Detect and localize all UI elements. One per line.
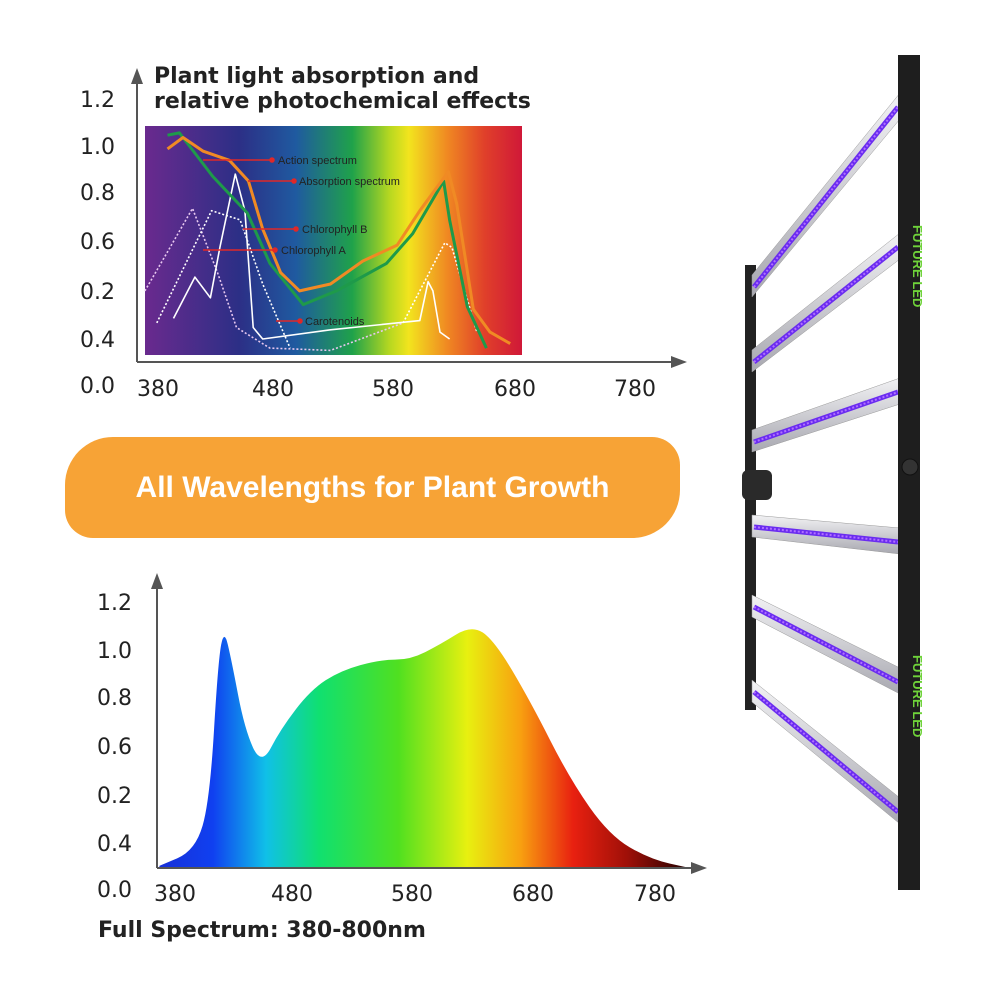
bottom-x-tick-label: 580 [391,882,433,907]
top-chart-title: Plant light absorption and relative phot… [154,64,531,114]
top-y-tick-label: 1.2 [80,88,115,113]
series-carotenoids [144,207,404,352]
bottom-y-tick-label: 0.0 [97,878,132,903]
title-line-2: relative photochemical effects [154,89,531,114]
spectrum-background [145,126,522,355]
legend-carotenoids: Carotenoids [305,316,365,328]
bottom-y-tick-label: 1.0 [97,639,132,664]
top-x-tick-label: 480 [252,377,294,402]
bottom-y-tick-label: 0.4 [97,832,132,857]
series-chlorophyll-b [156,209,478,349]
bottom-x-tick-label: 780 [634,882,676,907]
led-bar [751,514,901,555]
brand-logo-lower: FUTURE LED [910,655,925,737]
led-bar [751,377,901,453]
top-y-tick-label: 0.4 [80,328,115,353]
series-action-spectrum [166,136,511,345]
top-x-tick-label: 580 [372,377,414,402]
bottom-y-tick-label: 0.2 [97,784,132,809]
top-chart-annotations [203,157,303,324]
legend-chlorophyll-b: Chlorophyll B [302,224,367,236]
top-y-tick-label: 0.2 [80,280,115,305]
brand-logo: FUTURE LED [910,225,925,307]
top-x-tick-label: 680 [494,377,536,402]
series-absorption-spectrum [167,131,488,349]
bottom-axes [151,573,707,874]
legend-absorption-spectrum: Absorption spectrum [299,176,400,188]
top-axes [131,68,687,368]
led-bar [751,232,901,373]
top-chart-series [144,131,511,352]
led-grow-light-fixture: FUTURE LED FUTURE LED [742,55,925,890]
top-x-tick-label: 780 [614,377,656,402]
legend-action-spectrum: Action spectrum [278,155,357,167]
led-bar [751,679,901,825]
top-x-tick-label: 380 [137,377,179,402]
title-line-1: Plant light absorption and [154,64,480,89]
banner-text: All Wavelengths for Plant Growth [135,470,610,504]
bottom-y-tick-label: 0.6 [97,735,132,760]
banner: All Wavelengths for Plant Growth [65,437,680,538]
led-bar [751,594,901,695]
bottom-x-tick-label: 380 [154,882,196,907]
legend-chlorophyll-a: Chlorophyll A [281,245,346,257]
full-spectrum-area [159,629,690,868]
top-y-tick-label: 0.0 [80,374,115,399]
top-y-tick-label: 1.0 [80,135,115,160]
bottom-x-tick-label: 480 [271,882,313,907]
bottom-chart-title: Full Spectrum: 380-800nm [98,918,426,943]
series-chlorophyll-a [172,173,451,340]
top-y-tick-label: 0.6 [80,230,115,255]
top-y-tick-label: 0.8 [80,181,115,206]
bottom-y-tick-label: 1.2 [97,591,132,616]
bottom-y-tick-label: 0.8 [97,686,132,711]
bottom-x-tick-label: 680 [512,882,554,907]
